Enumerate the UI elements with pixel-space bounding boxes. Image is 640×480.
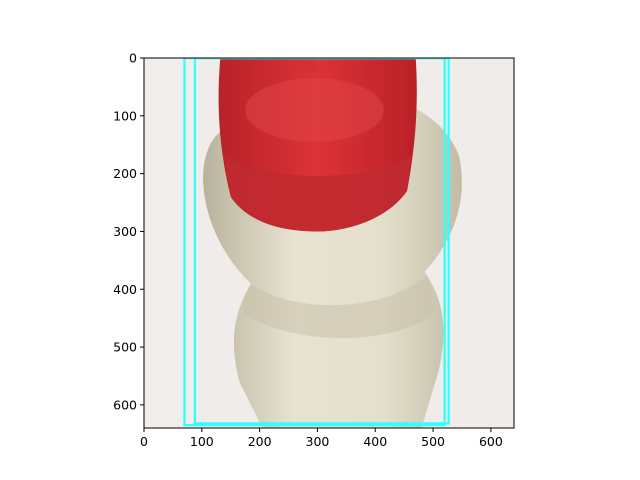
x-tick-label: 600 [479,434,503,449]
x-tick-label: 100 [190,434,214,449]
x-axis: 0 100 200 300 400 500 600 [140,428,503,449]
axes-frame [143,57,515,429]
y-tick-label: 400 [113,282,137,297]
y-axis: 0 100 200 300 400 500 600 [113,51,144,412]
x-tick-label: 300 [306,434,330,449]
bottle-shadow [244,274,435,339]
photo-background-shade [144,58,199,428]
bottle-cap-ribs [224,156,412,232]
y-tick-label: 300 [113,224,137,239]
x-tick-label: 500 [421,434,445,449]
y-tick-label: 600 [113,397,137,412]
bounding-box [193,58,450,425]
x-tick-label: 0 [140,434,148,449]
x-tick-label: 200 [248,434,272,449]
y-tick-label: 0 [129,51,137,66]
y-tick-label: 100 [113,108,137,123]
photo [144,58,514,428]
bottle-cap-nub [303,60,320,73]
bottle-cap-highlight [245,78,384,142]
y-tick-label: 500 [113,340,137,355]
bounding-boxes [183,58,450,427]
x-tick-label: 400 [363,434,387,449]
y-tick-label: 200 [113,166,137,181]
bounding-box [183,58,446,427]
